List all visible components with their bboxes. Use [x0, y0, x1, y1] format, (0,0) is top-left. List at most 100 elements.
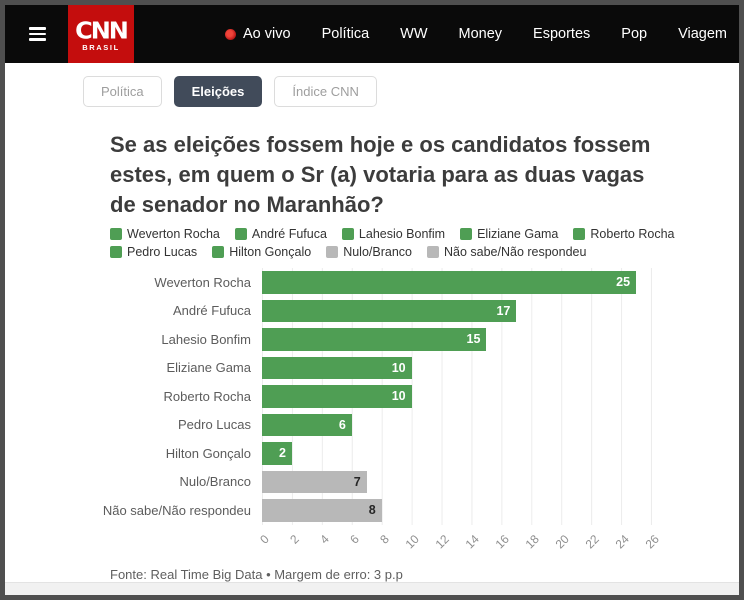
x-axis-tick: 4 [317, 531, 332, 547]
bar-nulo-branco[interactable]: 7 [262, 470, 367, 493]
bar-value: 2 [278, 446, 286, 461]
legend-label: Lahesio Bonfim [358, 227, 446, 241]
bar-row: 2 [262, 439, 651, 468]
legend-label: Nulo/Branco [343, 245, 412, 259]
tab-eleicoes[interactable]: Eleições [173, 76, 263, 107]
legend-label: Pedro Lucas [127, 245, 198, 259]
legend-swatch [426, 246, 439, 258]
bar-pedro-lucas[interactable]: 6 [262, 413, 352, 436]
chart-legend: Weverton Rocha André Fufuca Lahesio Bonfim… [110, 227, 675, 259]
article-content: Se as eleições fossem hoje e os candidat… [5, 118, 739, 582]
live-dot-icon [225, 28, 237, 40]
menu-icon[interactable] [29, 24, 46, 44]
category-label: Não sabe/Não respondeu [102, 502, 251, 518]
x-axis-tick: 2 [287, 531, 302, 547]
legend-item-pedro-lucas[interactable]: Pedro Lucas [110, 245, 197, 259]
cnn-brasil-logo[interactable]: CNN BRASIL [68, 5, 134, 63]
legend-label: Roberto Rocha [590, 227, 675, 241]
x-axis-tick: 18 [522, 531, 542, 551]
page-bottom-strip [5, 581, 739, 595]
legend-swatch [460, 228, 473, 240]
bar-row: 17 [262, 297, 651, 326]
category-label: Lahesio Bonfim [161, 331, 251, 347]
legend-item-roberto-rocha[interactable]: Roberto Rocha [573, 227, 674, 241]
category-label: Pedro Lucas [178, 417, 251, 433]
nav-item-viagem[interactable]: Viagem [678, 26, 727, 42]
legend-item-lahesio-bonfim[interactable]: Lahesio Bonfim [341, 227, 446, 241]
bar-row: 10 [262, 382, 651, 411]
legend-item-hilton-goncalo[interactable]: Hilton Gonçalo [212, 245, 311, 259]
x-axis-tick: 20 [552, 531, 572, 551]
chart-x-axis: 0 2 4 6 8 10 12 14 16 18 20 22 24 26 [257, 525, 662, 559]
bar-row: 6 [262, 411, 651, 440]
chart-plot: 25 17 15 10 10 6 2 7 8 [262, 268, 652, 525]
bar-nao-sabe-nao-respondeu[interactable]: 8 [262, 499, 382, 522]
legend-swatch [110, 228, 122, 240]
category-label: Eliziane Gama [166, 360, 251, 376]
bar-value: 15 [466, 332, 481, 347]
logo-subtext: BRASIL [82, 42, 120, 52]
tab-indice-cnn[interactable]: Índice CNN [274, 76, 377, 107]
logo-text: CNN [75, 17, 129, 44]
bar-lahesio-bonfim[interactable]: 15 [262, 328, 487, 351]
chart-plot-wrap: 25 17 15 10 10 6 2 7 8 0 2 4 6 8 10 12 14 16 18 20 22 24 26 [257, 268, 662, 559]
category-label: Hilton Gonçalo [165, 445, 251, 461]
legend-label: Hilton Gonçalo [229, 245, 312, 259]
bar-roberto-rocha[interactable]: 10 [262, 385, 412, 408]
legend-item-nulo-branco[interactable]: Nulo/Branco [326, 245, 412, 259]
bar-row: 10 [262, 354, 651, 383]
bar-value: 25 [616, 275, 631, 290]
legend-label: Não sabe/Não respondeu [443, 245, 587, 259]
category-label: Roberto Rocha [163, 388, 251, 404]
bar-value: 10 [391, 360, 406, 375]
category-label: Weverton Rocha [154, 274, 251, 290]
tab-politica[interactable]: Política [83, 76, 162, 107]
nav-item-esportes[interactable]: Esportes [533, 26, 591, 42]
legend-label: Weverton Rocha [127, 227, 220, 241]
bar-row: 25 [262, 268, 651, 297]
x-axis-tick: 16 [492, 531, 512, 551]
category-tabs: Política Eleições Índice CNN [5, 63, 739, 118]
x-axis-tick: 22 [582, 531, 602, 551]
legend-swatch [110, 246, 122, 258]
x-axis-tick: 12 [432, 531, 452, 551]
legend-swatch [341, 228, 354, 240]
chart-category-labels: Weverton Rocha André Fufuca Lahesio Bonfim… [102, 268, 262, 559]
category-label: Nulo/Branco [179, 474, 251, 490]
bar-row: 8 [262, 496, 651, 525]
nav-item-ao-vivo[interactable]: Ao vivo [225, 26, 291, 42]
x-axis-tick: 6 [347, 531, 362, 547]
nav-item-ww[interactable]: WW [400, 26, 428, 42]
x-axis-tick: 24 [612, 531, 632, 551]
bar-eliziane-gama[interactable]: 10 [262, 356, 412, 379]
top-navbar: CNN BRASIL Ao vivo Política WW Money Esport… [5, 5, 739, 63]
main-nav: Ao vivo Política WW Money Esportes Pop Viagem [225, 26, 739, 42]
x-axis-tick: 14 [462, 531, 482, 551]
category-label: André Fufuca [172, 303, 251, 319]
legend-swatch [573, 228, 586, 240]
bar-chart: Weverton Rocha André Fufuca Lahesio Bonfim… [102, 268, 662, 559]
nav-item-label: Ao vivo [243, 26, 291, 42]
x-axis-tick: 26 [642, 531, 662, 551]
bar-row: 7 [262, 468, 651, 497]
chart-source: Fonte: Real Time Big Data • Margem de er… [110, 566, 403, 582]
legend-swatch [212, 246, 225, 258]
nav-item-pop[interactable]: Pop [621, 26, 648, 42]
x-axis-tick: 8 [377, 531, 392, 547]
legend-label: Eliziane Gama [477, 227, 559, 241]
bar-weverton-rocha[interactable]: 25 [262, 271, 637, 294]
bar-value: 8 [368, 503, 376, 518]
legend-item-andre-fufuca[interactable]: André Fufuca [234, 227, 327, 241]
legend-item-eliziane-gama[interactable]: Eliziane Gama [460, 227, 558, 241]
nav-item-money[interactable]: Money [458, 26, 503, 42]
legend-item-nao-sabe-nao-respondeu[interactable]: Não sabe/Não respondeu [426, 245, 587, 259]
bar-andre-fufuca[interactable]: 17 [262, 299, 517, 322]
page-title: Se as eleições fossem hoje e os candidat… [110, 132, 651, 217]
bar-hilton-goncalo[interactable]: 2 [262, 442, 292, 465]
legend-swatch [326, 246, 339, 258]
legend-item-weverton-rocha[interactable]: Weverton Rocha [110, 227, 220, 241]
nav-item-politica[interactable]: Política [321, 26, 370, 42]
bar-row: 15 [262, 325, 651, 354]
bar-value: 7 [353, 474, 361, 489]
